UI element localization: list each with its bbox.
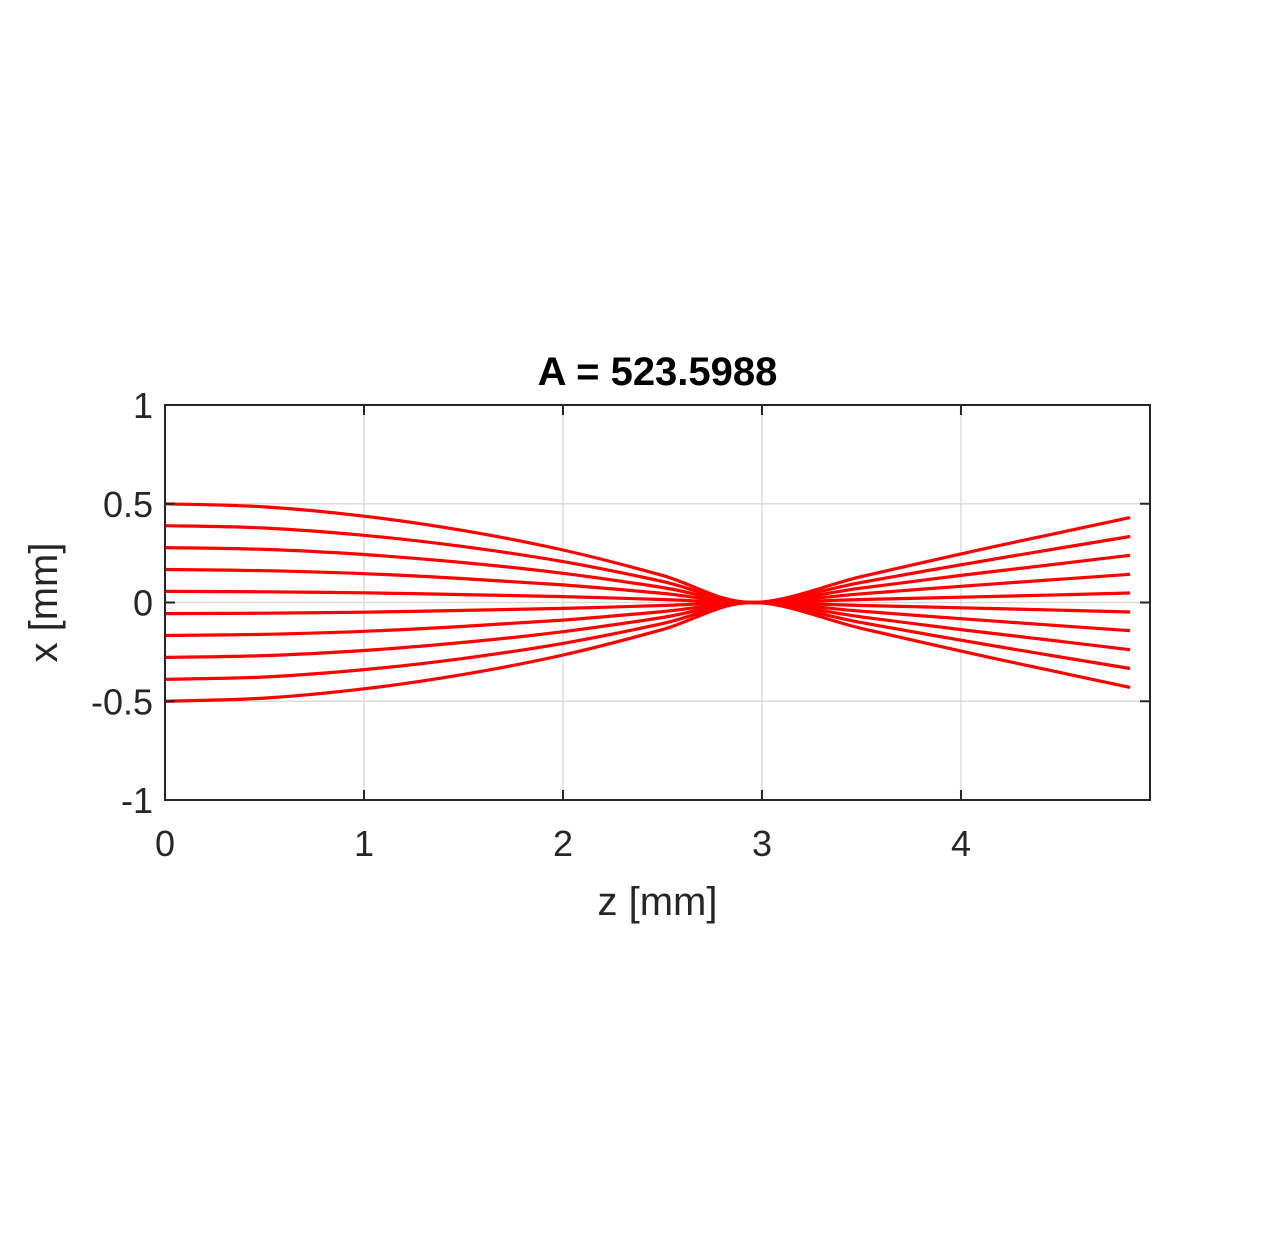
x-tick-label: 0 — [155, 823, 175, 864]
x-axis-label: z [mm] — [598, 880, 718, 924]
tick-labels: 0 1 2 3 4 -1 -0.5 0 0.5 1 — [91, 385, 971, 864]
series-line-6 — [164, 600, 1131, 616]
series-lines — [164, 502, 1131, 703]
y-tick-label: -0.5 — [91, 681, 153, 722]
series-line-1 — [164, 502, 1131, 605]
y-tick-label: 0 — [133, 583, 153, 624]
x-tick-label: 4 — [951, 823, 971, 864]
y-axis-label: x [mm] — [22, 543, 66, 663]
series-line-3 — [164, 546, 1131, 605]
x-tick-label: 3 — [752, 823, 772, 864]
series-line-4 — [164, 567, 1131, 605]
series-line-9 — [164, 600, 1131, 681]
y-tick-label: 1 — [133, 385, 153, 426]
series-line-7 — [164, 600, 1131, 638]
x-tick-label: 1 — [354, 823, 374, 864]
series-line-10 — [164, 600, 1131, 703]
ticks — [164, 404, 1150, 801]
y-tick-label: -1 — [121, 780, 153, 821]
grid-lines — [165, 405, 1150, 800]
series-line-2 — [164, 524, 1131, 605]
chart-title: A = 523.5988 — [538, 350, 778, 394]
x-tick-label: 2 — [553, 823, 573, 864]
y-tick-label: 0.5 — [103, 484, 153, 525]
series-line-5 — [164, 589, 1131, 605]
series-line-8 — [164, 600, 1131, 659]
